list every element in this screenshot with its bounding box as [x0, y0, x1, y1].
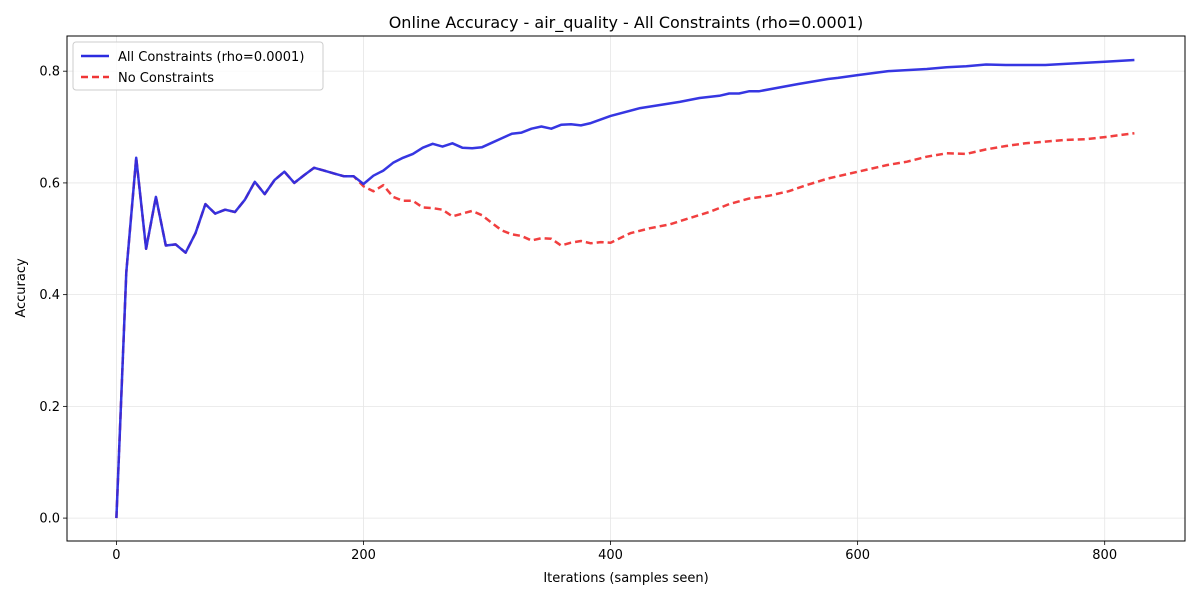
- series-lines: [115, 58, 1135, 519]
- y-tick-label: 0.0: [39, 512, 60, 527]
- y-tick-label: 0.4: [39, 288, 60, 303]
- y-axis-label: Accuracy: [14, 258, 29, 318]
- legend-label-all-constraints: All Constraints (rho=0.0001): [118, 50, 304, 65]
- x-tick-label: 800: [1092, 548, 1117, 563]
- series-line-all-constraints: [115, 58, 1135, 519]
- x-tick-label: 0: [112, 548, 120, 563]
- x-axis-label: Iterations (samples seen): [543, 571, 708, 586]
- y-tick-label: 0.2: [39, 400, 60, 415]
- series-line-no-constraints: [115, 131, 1135, 519]
- x-tick-label: 200: [351, 548, 376, 563]
- legend-label-no-constraints: No Constraints: [118, 71, 214, 86]
- chart-title: Online Accuracy - air_quality - All Cons…: [389, 13, 864, 33]
- grid-lines: [67, 36, 1185, 541]
- plot-frame: [66, 35, 1186, 542]
- legend: All Constraints (rho=0.0001) No Constrai…: [72, 41, 324, 91]
- axis-ticks: 0 200 400 600 800 0.0 0.2 0.4 0.6 0.8: [39, 65, 1117, 563]
- x-tick-label: 400: [598, 548, 623, 563]
- y-tick-label: 0.6: [39, 176, 60, 191]
- x-tick-label: 600: [845, 548, 870, 563]
- y-tick-label: 0.8: [39, 65, 60, 80]
- legend-box: [72, 41, 324, 91]
